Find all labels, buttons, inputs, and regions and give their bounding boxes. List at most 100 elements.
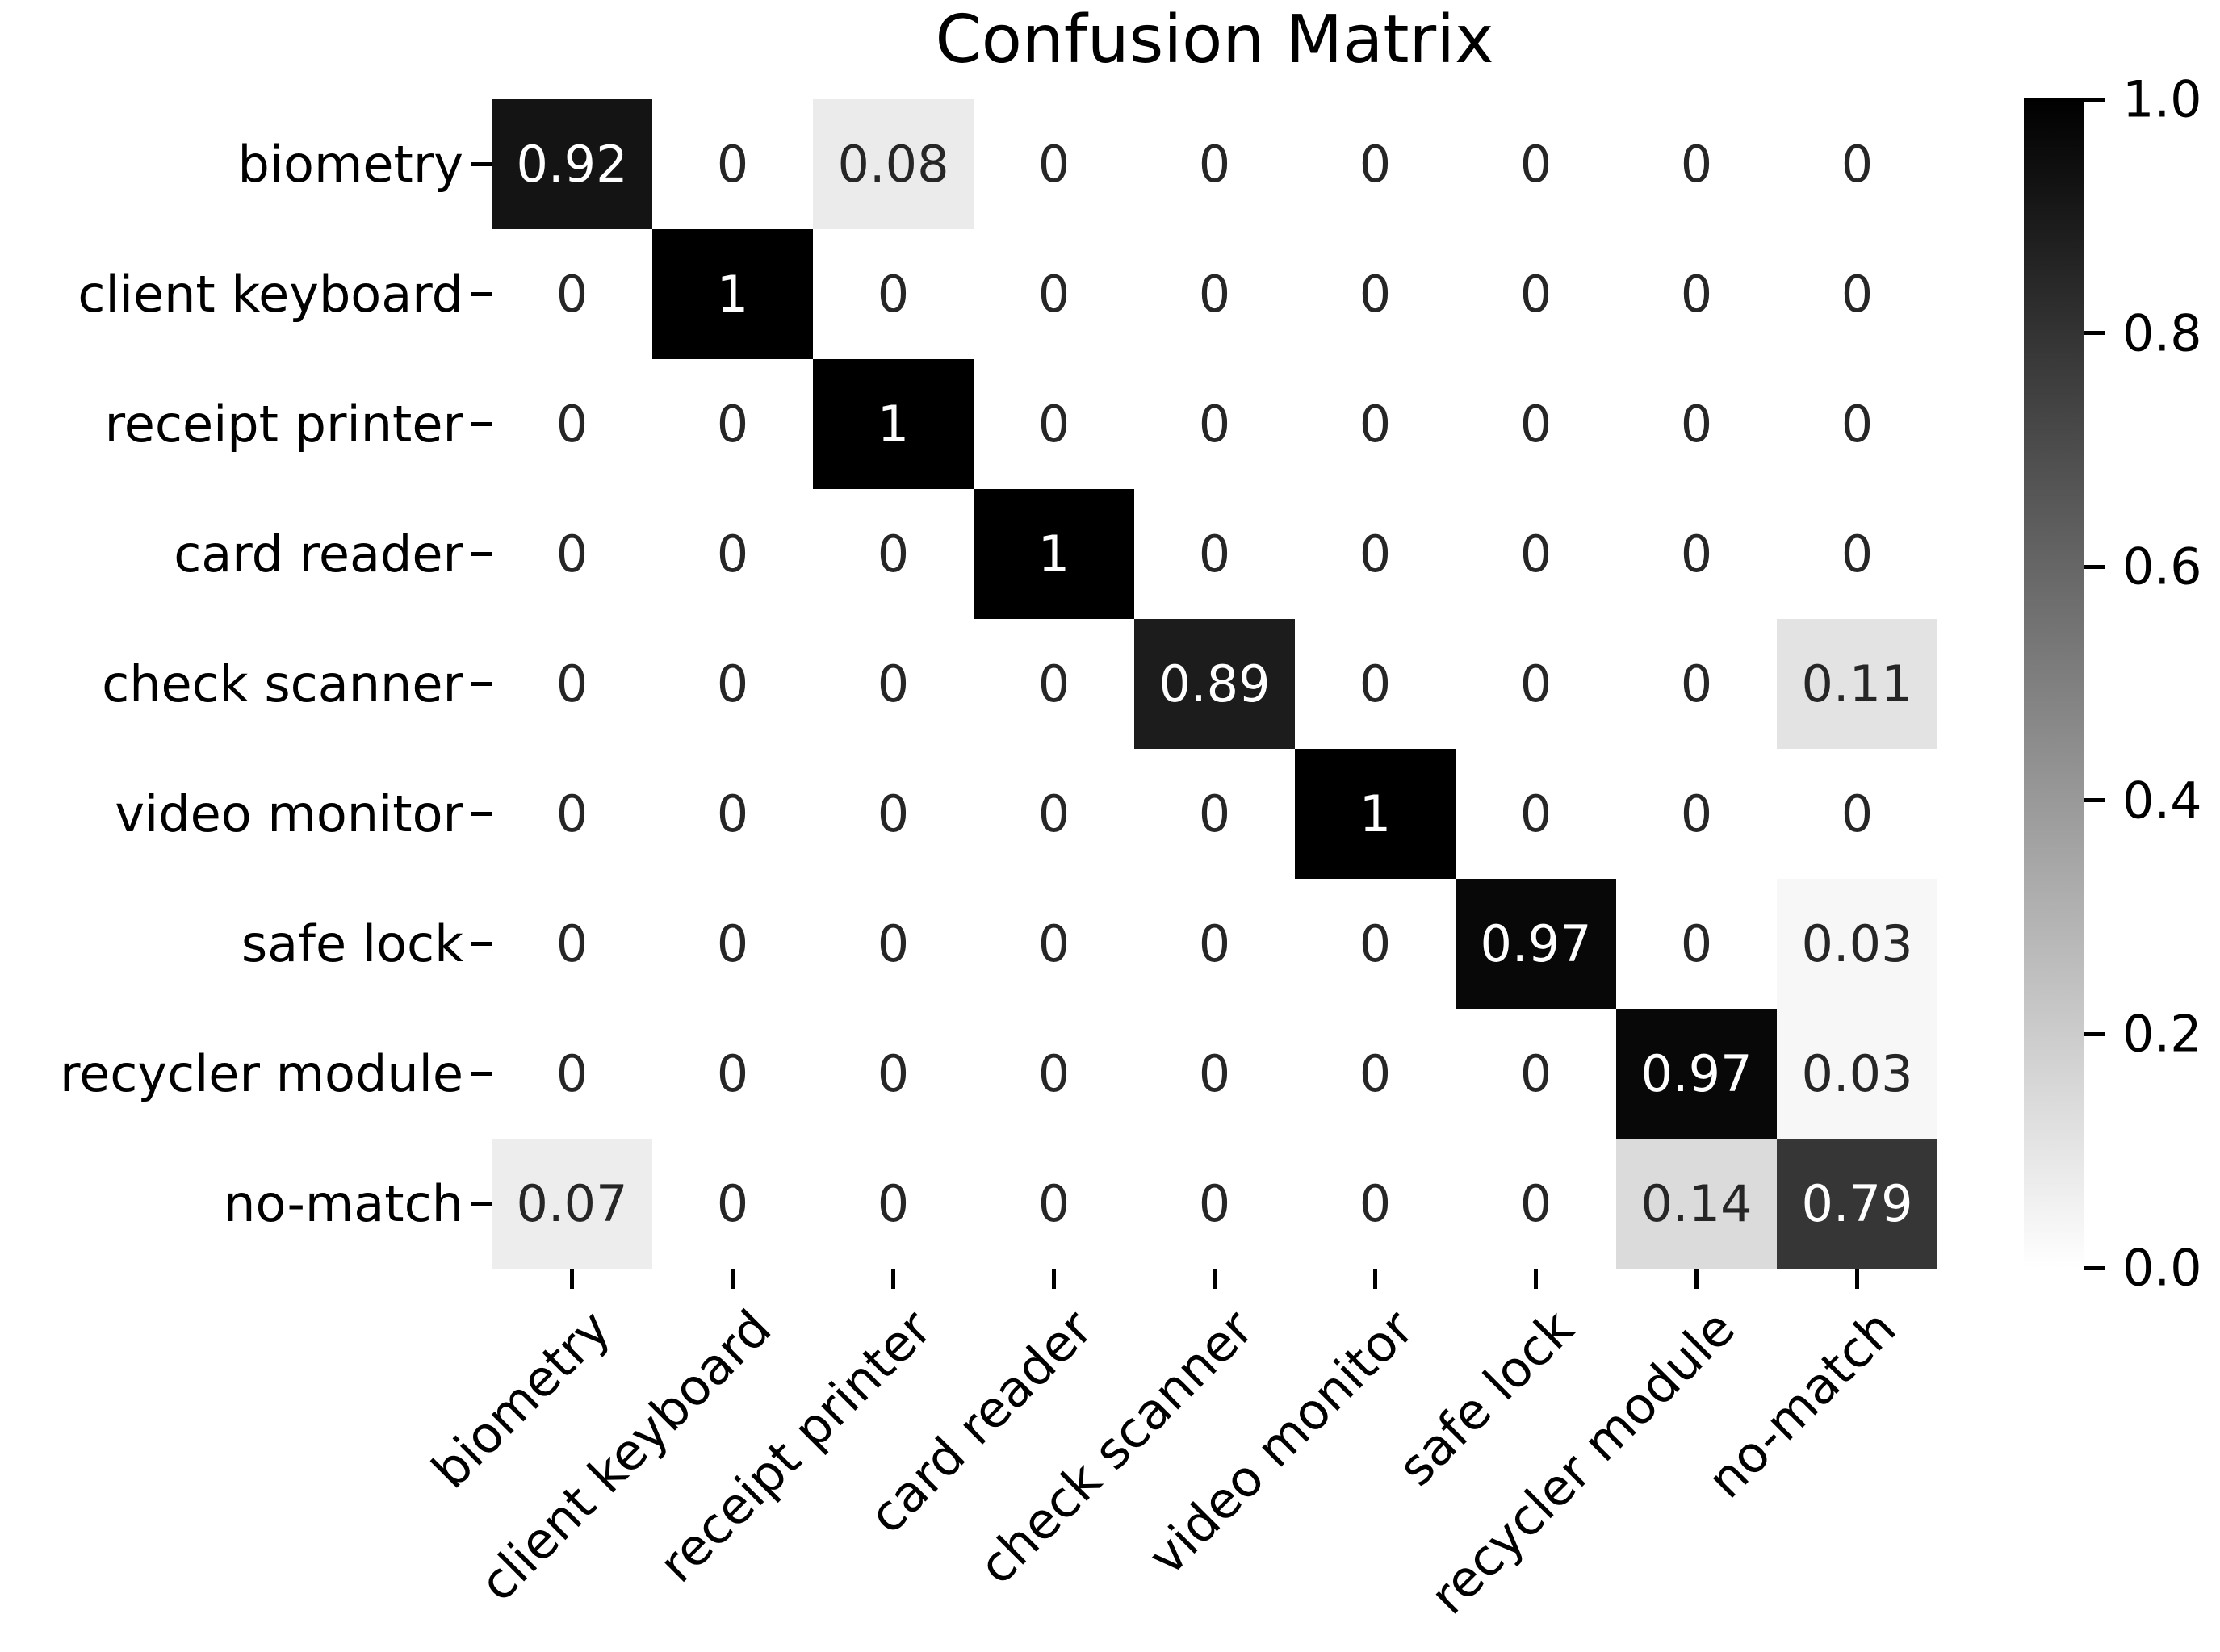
x-tick-mark [1213,1269,1217,1289]
y-tick-label: no-match [224,1174,463,1233]
y-tick-label: receipt printer [104,395,463,454]
heatmap-cell: 0 [1616,879,1777,1009]
heatmap-cell: 0 [652,1009,813,1139]
heatmap-cell: 0.92 [492,99,652,229]
heatmap-cell: 0 [813,1139,974,1269]
heatmap-cell: 0 [1456,1139,1616,1269]
heatmap-cell: 0 [1777,359,1937,489]
heatmap-cell: 0 [492,1009,652,1139]
heatmap-cell: 0 [1616,99,1777,229]
x-tick-mark [891,1269,895,1289]
heatmap-cell: 0 [1777,99,1937,229]
x-tick-mark [1052,1269,1056,1289]
heatmap-cell: 0 [1295,1139,1456,1269]
heatmap-cell: 0 [652,359,813,489]
colorbar-tick-mark [2084,331,2105,336]
x-tick-label: client keyboard [467,1299,783,1613]
heatmap-cell: 1 [813,359,974,489]
x-tick-label: receipt printer [647,1299,944,1594]
colorbar-tick-label: 0.8 [2122,303,2202,363]
heatmap-cell: 0 [1456,229,1616,359]
heatmap-cell: 0 [492,489,652,619]
heatmap-cell: 0 [652,879,813,1009]
heatmap-cell: 0 [974,359,1134,489]
colorbar-tick-label: 0.4 [2122,771,2202,830]
heatmap-cell: 0.07 [492,1139,652,1269]
heatmap-cell: 0 [492,619,652,749]
heatmap-cell: 0 [1456,1009,1616,1139]
colorbar-tick-mark [2084,97,2105,102]
heatmap-cell: 0.97 [1456,879,1616,1009]
y-tick-label: client keyboard [77,265,463,324]
heatmap-grid: 0.92 0 0.08 0 0 0 0 0 0 0 1 0 0 0 0 0 0 0 0 0 1 0 0 0 0 0 0 0 0 0 1 0 0 0… [492,99,1937,1269]
heatmap-cell: 0 [813,749,974,879]
colorbar-tick-label: 0.6 [2122,537,2202,596]
colorbar-tick-label: 0.0 [2122,1238,2202,1298]
heatmap-cell: 0.97 [1616,1009,1777,1139]
y-tick-mark [471,682,492,686]
colorbar-tick-mark [2084,798,2105,803]
heatmap-cell: 0 [974,99,1134,229]
heatmap-cell: 0 [813,229,974,359]
y-tick-mark [471,162,492,166]
y-tick-label: safe lock [241,914,463,973]
heatmap-cell: 0 [974,229,1134,359]
heatmap-cell: 0 [1456,619,1616,749]
heatmap-cell: 0 [1295,99,1456,229]
y-tick-mark [471,942,492,946]
y-tick-mark [471,812,492,816]
heatmap-cell: 0 [1134,1139,1295,1269]
heatmap-cell: 0 [1295,489,1456,619]
heatmap-cell: 1 [652,229,813,359]
colorbar-tick-mark [2084,1265,2105,1270]
heatmap-cell: 0.79 [1777,1139,1937,1269]
x-tick-label: check scanner [966,1299,1265,1596]
heatmap-cell: 0 [1295,879,1456,1009]
y-tick-label: video monitor [115,784,463,843]
heatmap-cell: 0 [1134,229,1295,359]
heatmap-cell: 0 [1616,489,1777,619]
heatmap-cell: 0 [1456,359,1616,489]
y-tick-mark [471,1072,492,1076]
heatmap-cell: 0.14 [1616,1139,1777,1269]
heatmap-cell: 0 [492,359,652,489]
heatmap-cell: 0 [1295,1009,1456,1139]
x-tick-mark [1855,1269,1859,1289]
y-tick-mark [471,552,492,556]
y-tick-label: card reader [174,525,463,583]
heatmap-cell: 0 [1134,1009,1295,1139]
heatmap-cell: 0.89 [1134,619,1295,749]
heatmap-cell: 0 [1777,749,1937,879]
heatmap-cell: 0 [652,749,813,879]
heatmap-cell: 0 [1295,359,1456,489]
heatmap-cell: 0.03 [1777,1009,1937,1139]
heatmap-cell: 0 [492,229,652,359]
heatmap-cell: 0 [652,1139,813,1269]
heatmap-cell: 0 [974,879,1134,1009]
y-tick-label: recycler module [59,1044,463,1103]
heatmap-cell: 0 [974,619,1134,749]
heatmap-cell: 0 [652,99,813,229]
heatmap-cell: 0 [1616,359,1777,489]
x-tick-mark [570,1269,574,1289]
colorbar-tick-label: 0.2 [2122,1004,2202,1064]
heatmap-cell: 0 [492,749,652,879]
y-tick-label: check scanner [102,655,463,713]
x-tick-mark [1694,1269,1699,1289]
heatmap-cell: 0 [1134,749,1295,879]
heatmap-cell: 0 [813,619,974,749]
heatmap-cell: 0 [813,1009,974,1139]
heatmap-cell: 0.08 [813,99,974,229]
heatmap-cell: 0.11 [1777,619,1937,749]
heatmap-cell: 0 [1134,879,1295,1009]
heatmap-cell: 0 [1295,619,1456,749]
y-tick-mark [471,1202,492,1206]
heatmap-cell: 0 [1616,229,1777,359]
heatmap-cell: 1 [974,489,1134,619]
heatmap-cell: 0 [1134,359,1295,489]
heatmap-cell: 0 [652,489,813,619]
x-tick-mark [1373,1269,1377,1289]
chart-title: Confusion Matrix [935,2,1494,78]
colorbar-gradient [2024,98,2084,1269]
heatmap-cell: 1 [1295,749,1456,879]
